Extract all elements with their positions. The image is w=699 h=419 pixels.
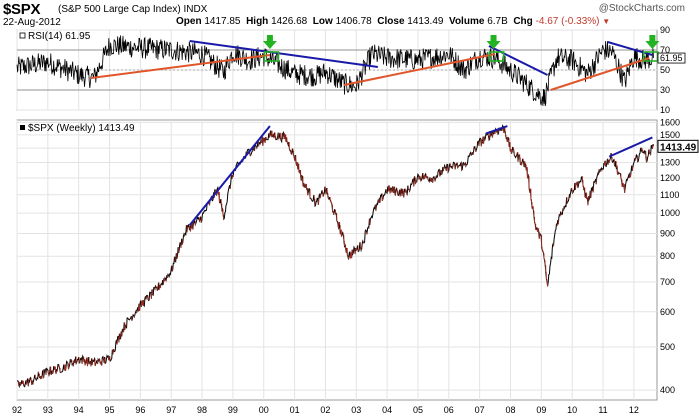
- rsi-value-tag-label: 61.95: [660, 53, 683, 63]
- high-label: High: [246, 16, 269, 27]
- chg-value: -4.67 (-0.33%): [535, 16, 600, 27]
- high-value: 1426.68: [271, 16, 308, 27]
- quote-line: Open 1417.85 High 1426.68 Low 1406.78 Cl…: [176, 16, 610, 27]
- down-triangle-icon: ▼: [602, 17, 611, 26]
- watermark: @StockCharts.com: [598, 3, 685, 14]
- rsi-blue-trendline: [607, 41, 653, 56]
- arrow-down-icon: [645, 35, 660, 49]
- x-tick-label: 12: [629, 405, 639, 415]
- x-tick-label: 11: [598, 405, 607, 415]
- price-y-tick-label: 1200: [660, 173, 680, 183]
- rsi-legend: RSI(14) 61.95: [19, 31, 91, 42]
- price-blue-trendline: [485, 125, 508, 135]
- rsi-value-tag: [657, 52, 686, 64]
- price-y-tick-label: 800: [660, 251, 675, 261]
- arrow-down-icon: [486, 35, 501, 49]
- rsi-highlight-box: [488, 51, 505, 62]
- volume-value: 6.7B: [487, 16, 508, 27]
- price-down-bars: [18, 126, 654, 387]
- x-tick-label: 97: [166, 405, 176, 415]
- volume-label: Volume: [449, 16, 485, 27]
- close-value: 1413.49: [407, 16, 444, 27]
- x-tick-label: 09: [536, 405, 546, 415]
- rsi-legend-label: RSI(14) 61.95: [28, 31, 91, 42]
- x-tick-label: 03: [351, 405, 361, 415]
- x-tick-label: 01: [290, 405, 300, 415]
- x-tick-label: 96: [135, 405, 145, 415]
- x-tick-label: 04: [382, 405, 392, 415]
- rsi-orange-trendline: [550, 57, 650, 91]
- x-tick-label: 00: [259, 405, 269, 415]
- rsi-line: [16, 35, 654, 107]
- annotations: [90, 35, 660, 226]
- low-value: 1406.78: [335, 16, 372, 27]
- rsi-blue-trendline: [488, 45, 548, 76]
- x-tick-label: 08: [505, 405, 515, 415]
- arrow-down-icon: [262, 35, 277, 49]
- x-tick-label: 94: [74, 405, 84, 415]
- price-blue-trendline: [608, 136, 653, 158]
- price-y-tick-label: 1300: [660, 157, 680, 167]
- rsi-plot: [16, 35, 654, 107]
- axes: 92 93 94 95 96 97 98 99 00 01 02 03 04 05 06 07 08 09 10 11…: [12, 25, 699, 415]
- chart-date: 22-Aug-2012: [3, 17, 61, 28]
- x-tick-label: 05: [413, 405, 423, 415]
- open-value: 1417.85: [204, 16, 241, 27]
- close-label: Close: [377, 16, 405, 27]
- chart-header: $SPX (S&P 500 Large Cap Index) INDX @Sto…: [0, 0, 699, 30]
- price-y-tick-label: 700: [660, 277, 675, 287]
- rsi-orange-trendline: [343, 53, 496, 86]
- x-tick-label: 07: [475, 405, 485, 415]
- rsi-orange-trendline: [90, 54, 271, 79]
- price-y-tick-label: 1600: [660, 117, 680, 127]
- x-tick-label: 95: [105, 405, 115, 415]
- rsi-y-tick-label: 90: [660, 25, 670, 35]
- rsi-y-tick-label: 50: [660, 65, 670, 75]
- security-name: (S&P 500 Large Cap Index): [58, 4, 181, 15]
- price-y-tick-label: 1100: [660, 190, 679, 200]
- x-tick-label: 98: [197, 405, 207, 415]
- x-tick-label: 92: [12, 405, 22, 415]
- low-label: Low: [312, 16, 333, 27]
- exchange: INDX: [183, 4, 208, 15]
- rsi-blue-trendline: [189, 40, 379, 68]
- open-label: Open: [176, 16, 202, 27]
- price-y-tick-label: 1500: [660, 130, 680, 140]
- rsi-y-tick-label: 30: [660, 85, 670, 95]
- price-blue-trendline: [188, 125, 271, 226]
- chg-label: Chg: [513, 16, 533, 27]
- price-y-tick-label: 600: [660, 307, 675, 317]
- price-y-tick-label: 400: [660, 385, 675, 395]
- rsi-y-tick-label: 70: [660, 45, 670, 55]
- rsi-legend-swatch: [19, 32, 26, 39]
- price-value-tag: [657, 139, 699, 153]
- price-legend: $SPX (Weekly) 1413.49: [20, 123, 135, 134]
- price-value-tag-label: 1413.49: [660, 142, 697, 153]
- symbol-description: (S&P 500 Large Cap Index) INDX: [58, 4, 207, 15]
- rsi-highlight-box: [263, 51, 280, 62]
- x-tick-label: 02: [320, 405, 330, 415]
- price-y-tick-label: 1000: [660, 208, 680, 218]
- price-grid: [16, 120, 657, 400]
- x-tick-label: 99: [228, 405, 238, 415]
- x-tick-label: 93: [43, 405, 53, 415]
- price-panel-frame: [16, 119, 658, 401]
- rsi-y-tick-label: 10: [660, 105, 670, 115]
- price-y-tick-label: 500: [660, 342, 675, 352]
- x-tick-label: 06: [444, 405, 454, 415]
- price-legend-label: $SPX (Weekly) 1413.49: [28, 123, 135, 134]
- symbol: $SPX: [3, 1, 41, 18]
- price-legend-swatch: [20, 125, 25, 130]
- x-tick-label: 10: [567, 405, 577, 415]
- price-y-tick-label: 900: [660, 229, 675, 239]
- price-plot: [16, 124, 655, 389]
